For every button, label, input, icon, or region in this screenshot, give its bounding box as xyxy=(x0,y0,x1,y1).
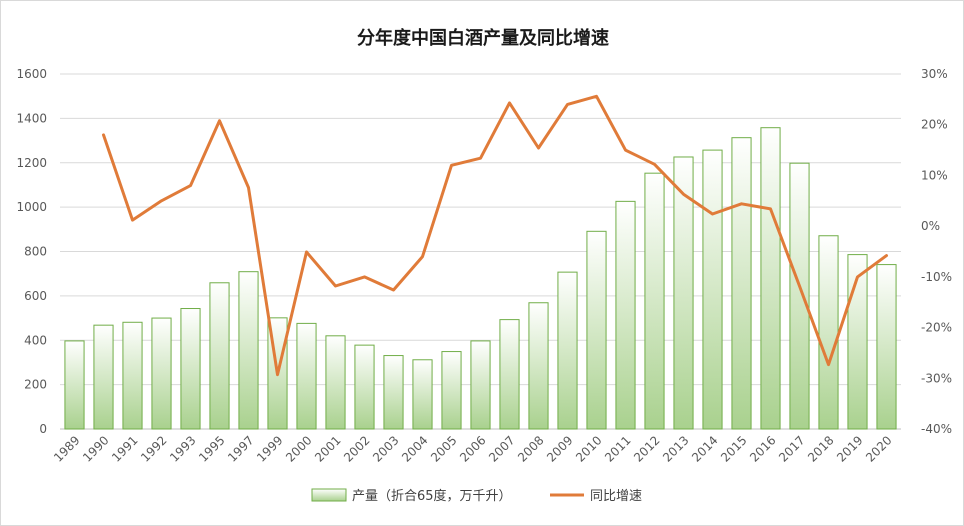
x-axis-tick: 2011 xyxy=(602,433,633,464)
bar-2001 xyxy=(325,335,346,430)
right-axis-tick: 30% xyxy=(921,67,948,81)
bar-2015 xyxy=(731,137,752,430)
bar-2019 xyxy=(847,254,868,430)
x-axis-tick: 2015 xyxy=(718,433,749,464)
legend-bar-label: 产量（折合65度，万千升） xyxy=(352,488,512,504)
left-axis-tick: 800 xyxy=(24,245,47,259)
x-axis-tick: 2009 xyxy=(544,433,575,464)
left-axis-ticks: 0 200 400 600 800 1000 1200 1400 1600 xyxy=(16,67,47,436)
x-axis-tick: 1990 xyxy=(80,433,111,464)
x-axis-tick: 2000 xyxy=(283,433,314,464)
bar-2012 xyxy=(644,172,665,430)
x-axis-tick: 2002 xyxy=(341,433,372,464)
left-axis-tick: 1200 xyxy=(16,156,47,170)
bar-1992 xyxy=(151,317,172,430)
right-axis-tick: -30% xyxy=(921,371,952,385)
bar-2003 xyxy=(383,355,404,430)
bar-2009 xyxy=(557,271,578,430)
left-axis-tick: 1000 xyxy=(16,200,47,214)
x-axis-tick: 2013 xyxy=(660,433,691,464)
bar-2000 xyxy=(296,322,317,430)
right-axis-tick: -20% xyxy=(921,321,952,335)
x-axis-tick: 1997 xyxy=(225,433,256,464)
growth-rate-line xyxy=(102,94,888,377)
x-axis-tick: 2020 xyxy=(863,433,894,464)
x-axis-tick: 1999 xyxy=(254,433,285,464)
left-axis-tick: 0 xyxy=(39,422,47,436)
left-axis-tick: 200 xyxy=(24,378,47,392)
x-axis-tick: 2004 xyxy=(399,433,430,464)
bar-1993 xyxy=(180,308,201,430)
x-axis-tick: 2019 xyxy=(834,433,865,464)
bar-2007 xyxy=(499,319,520,430)
x-axis-tick: 2008 xyxy=(515,433,546,464)
bar-2005 xyxy=(441,351,462,430)
x-axis-tick: 2001 xyxy=(312,433,343,464)
bar-2002 xyxy=(354,344,375,430)
bar-2006 xyxy=(470,340,491,430)
production-bars xyxy=(64,127,897,430)
x-axis-tick: 2018 xyxy=(805,433,836,464)
bar-2013 xyxy=(673,156,694,430)
x-axis-tick: 2006 xyxy=(457,433,488,464)
right-axis-tick: 10% xyxy=(921,168,948,182)
x-axis-tick: 2016 xyxy=(747,433,778,464)
bar-2018 xyxy=(818,235,839,430)
left-axis-tick: 1600 xyxy=(16,67,47,81)
growth-line-layer xyxy=(102,94,888,377)
right-axis-tick: -40% xyxy=(921,422,952,436)
bar-2011 xyxy=(615,200,636,430)
x-axis-tick: 2007 xyxy=(486,433,517,464)
bar-2004 xyxy=(412,359,433,430)
bar-1991 xyxy=(122,321,143,430)
x-axis-tick: 2014 xyxy=(689,433,720,464)
bar-2008 xyxy=(528,302,549,430)
bar-1989 xyxy=(64,340,85,430)
bar-1990 xyxy=(93,324,114,430)
x-axis-tick: 2017 xyxy=(776,433,807,464)
legend-bar-swatch xyxy=(311,488,347,502)
right-axis-ticks: -40% -30% -20% -10% 0% 10% 20% 30% xyxy=(921,67,952,436)
left-axis-tick: 400 xyxy=(24,333,47,347)
right-axis-tick: 20% xyxy=(921,118,948,132)
bar-1997 xyxy=(238,271,259,430)
bar-2014 xyxy=(702,149,723,430)
x-axis-tick: 2010 xyxy=(573,433,604,464)
legend: 产量（折合65度，万千升） 同比增速 xyxy=(311,488,642,504)
legend-line-label: 同比增速 xyxy=(590,489,642,504)
bar-2020 xyxy=(876,264,897,430)
bar-1995 xyxy=(209,282,230,430)
left-axis-tick: 1400 xyxy=(16,111,47,125)
x-axis-tick: 1993 xyxy=(167,433,198,464)
x-axis-tick: 1989 xyxy=(51,433,82,464)
bar-2017 xyxy=(789,162,810,430)
x-axis-tick: 1991 xyxy=(109,433,140,464)
bar-2016 xyxy=(760,127,781,430)
left-axis-tick: 600 xyxy=(24,289,47,303)
right-axis-tick: -10% xyxy=(921,270,952,284)
x-axis-tick: 2005 xyxy=(428,433,459,464)
bar-2010 xyxy=(586,230,607,430)
x-axis-ticks: 1989199019911992199319951997199920002001… xyxy=(51,433,894,464)
x-axis-tick: 1992 xyxy=(138,433,169,464)
x-axis-tick: 1995 xyxy=(196,433,227,464)
chart-title: 分年度中国白酒产量及同比增速 xyxy=(357,27,609,49)
right-axis-tick: 0% xyxy=(921,219,940,233)
x-axis-tick: 2012 xyxy=(631,433,662,464)
x-axis-tick: 2003 xyxy=(370,433,401,464)
